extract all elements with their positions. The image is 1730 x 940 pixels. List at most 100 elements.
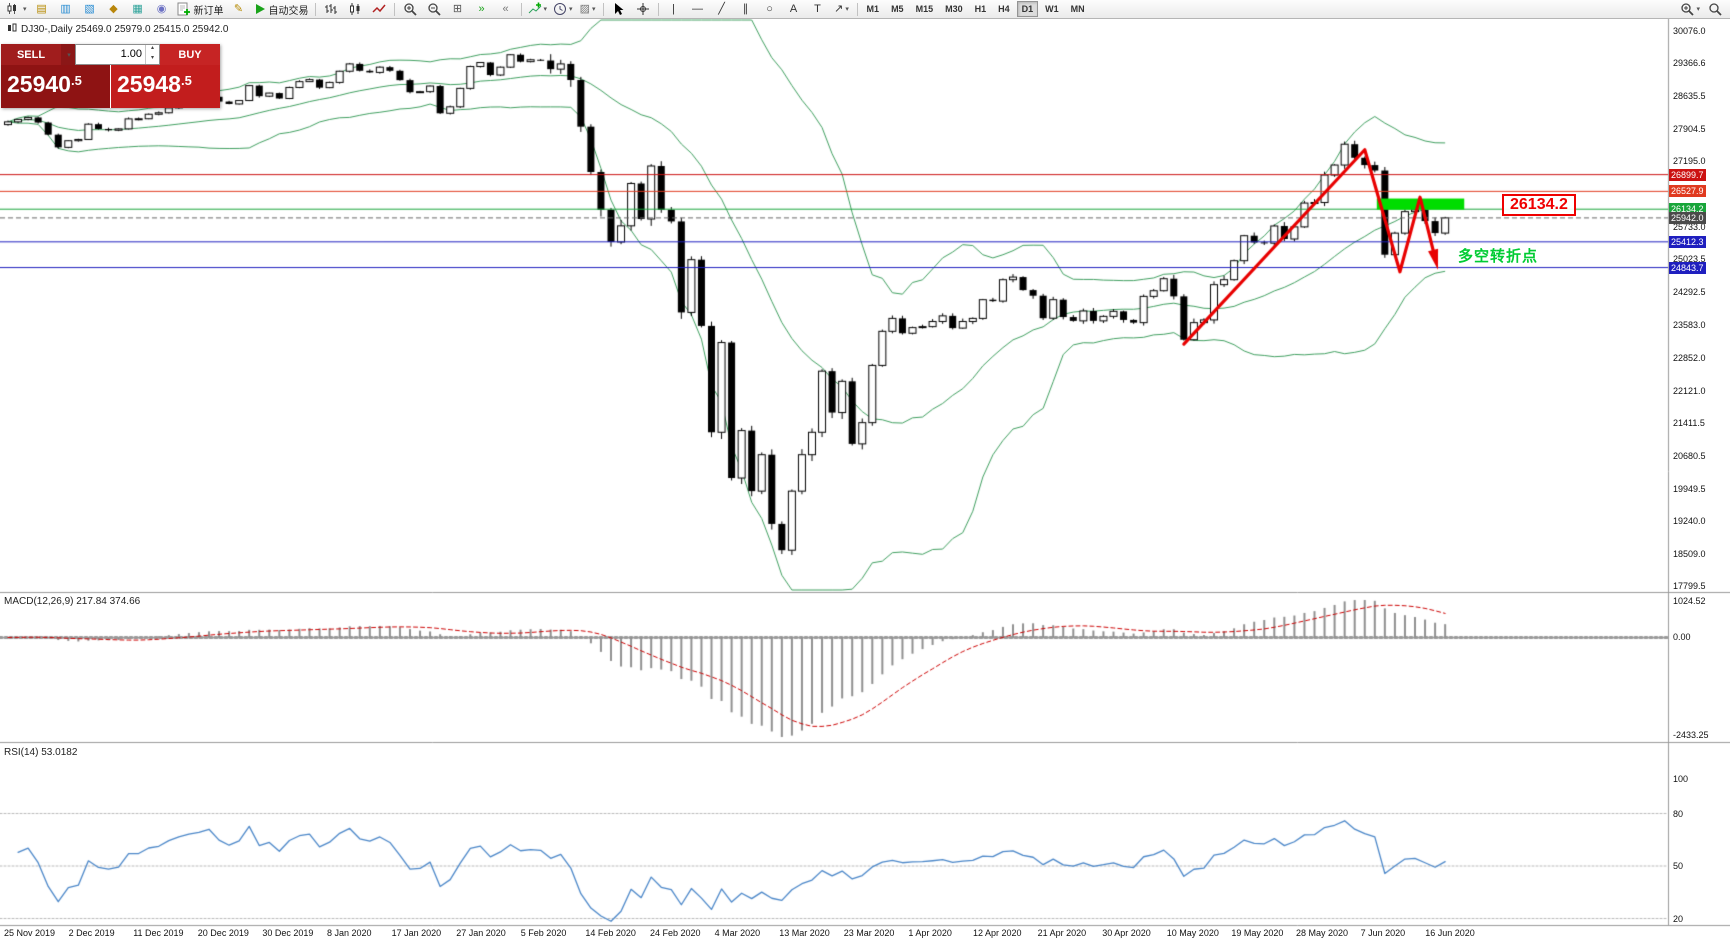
buy-button[interactable]: BUY bbox=[160, 44, 220, 65]
search-button[interactable] bbox=[1704, 1, 1726, 17]
timeframe-m1-button[interactable]: M1 bbox=[866, 4, 880, 14]
toolbar-main-group: ▾ ▤ ▥ ▧ ◆ ▦ ◉ 新订单 ✎ 自动交易 ⊞» «▾ ▾ ▨ ▾ | — ╱ ∥ ○ A T ↗ ▾ M1 M5 M15 M3… bbox=[3, 1, 1091, 17]
current-price-badge: 25942.0 bbox=[1669, 211, 1706, 224]
auto-scroll-button[interactable]: » bbox=[471, 1, 493, 17]
date-axis-label: 2 Dec 2019 bbox=[68, 928, 115, 938]
price-axis-tick: 18509.0 bbox=[1673, 548, 1706, 559]
profiles-button[interactable]: ▤ bbox=[31, 1, 53, 17]
date-axis-label: 23 Mar 2020 bbox=[843, 928, 895, 938]
timeframe-m15-button[interactable]: M15 bbox=[915, 4, 934, 14]
macd-axis-label: 1024.52 bbox=[1673, 596, 1706, 606]
crosshair-icon bbox=[636, 2, 650, 16]
periods-button[interactable]: ▾ bbox=[551, 1, 575, 17]
navigator-button[interactable]: ◆ bbox=[103, 1, 125, 17]
new-chart-button[interactable]: ▾ bbox=[4, 1, 29, 17]
templates-icon: ▨ bbox=[579, 2, 590, 15]
timeframe-mn-button[interactable]: MN bbox=[1070, 4, 1085, 14]
date-axis-label: 1 Apr 2020 bbox=[908, 928, 952, 938]
sell-price-frac: .5 bbox=[70, 73, 82, 88]
timeframe-m30-button[interactable]: M30 bbox=[945, 4, 963, 14]
chart-icon bbox=[7, 23, 17, 36]
tile-windows-button[interactable]: ⊞ bbox=[447, 1, 469, 17]
indicators-button[interactable]: ▾ bbox=[526, 1, 550, 17]
timeframe-h1-button[interactable]: H1 bbox=[974, 4, 987, 14]
metaeditor-button[interactable]: ✎ bbox=[228, 1, 250, 17]
channel-button[interactable]: ∥ bbox=[735, 1, 757, 17]
zoom-out-button[interactable] bbox=[423, 1, 445, 17]
spinner-up-icon[interactable]: ▴ bbox=[150, 45, 154, 51]
zoom-dropdown-button[interactable]: ▾ bbox=[1678, 1, 1702, 17]
buy-price-display[interactable]: 25948 .5 bbox=[111, 65, 220, 108]
order-options-button[interactable]: ▾ bbox=[61, 44, 75, 65]
toolbar-separator bbox=[657, 2, 659, 16]
horizontal-line-button[interactable]: — bbox=[687, 1, 709, 17]
chart-ohlc-info: DJ30-,Daily 25469.0 25979.0 25415.0 2594… bbox=[7, 23, 228, 36]
metaeditor-icon: ✎ bbox=[233, 2, 244, 15]
data-window-button[interactable]: ▧ bbox=[79, 1, 101, 17]
autotrading-icon bbox=[254, 3, 266, 15]
toolbar: ▾ ▤ ▥ ▧ ◆ ▦ ◉ 新订单 ✎ 自动交易 ⊞» «▾ ▾ ▨ ▾ | — ╱ ∥ ○ A T ↗ ▾ M1 M5 M15 M3… bbox=[0, 0, 1730, 19]
chart-shift-button[interactable]: « bbox=[495, 1, 517, 17]
cursor-button[interactable] bbox=[608, 1, 630, 17]
vertical-line-button[interactable]: | bbox=[663, 1, 685, 17]
bar-chart-icon bbox=[324, 2, 338, 16]
price-badge: 25412.3 bbox=[1669, 235, 1706, 248]
text-label-icon: T bbox=[814, 2, 821, 15]
price-axis-tick: 23583.0 bbox=[1673, 319, 1706, 330]
sell-price-display[interactable]: 25940 .5 bbox=[1, 65, 110, 108]
chart-ohlc-text: DJ30-,Daily 25469.0 25979.0 25415.0 2594… bbox=[21, 24, 229, 35]
templates-button[interactable]: ▨ ▾ bbox=[577, 1, 599, 17]
zoom-in-button[interactable] bbox=[399, 1, 421, 17]
profiles-icon: ▤ bbox=[36, 2, 47, 15]
lot-spinner[interactable]: ▴ ▾ bbox=[145, 45, 159, 64]
timeframe-d1-button[interactable]: D1 bbox=[1016, 1, 1039, 17]
shapes-button[interactable]: ○ bbox=[759, 1, 781, 17]
spinner-down-icon[interactable]: ▾ bbox=[150, 54, 154, 61]
autotrading-button[interactable]: 自动交易 bbox=[252, 1, 311, 17]
date-axis-label: 14 Feb 2020 bbox=[585, 928, 636, 938]
strategy-tester-button[interactable]: ◉ bbox=[151, 1, 173, 17]
candlestick-chart-button[interactable] bbox=[344, 1, 366, 17]
turning-point-label: 多空转折点 bbox=[1458, 248, 1539, 265]
date-axis-label: 19 May 2020 bbox=[1231, 928, 1284, 938]
date-axis-label: 28 May 2020 bbox=[1296, 928, 1349, 938]
text-icon: A bbox=[789, 2, 798, 15]
text-label-button[interactable]: T bbox=[807, 1, 829, 17]
date-axis-label: 30 Dec 2019 bbox=[262, 928, 314, 938]
arrows-button[interactable]: ↗ ▾ bbox=[831, 1, 853, 17]
price-axis-tick: 29366.6 bbox=[1673, 58, 1706, 69]
lot-size-value[interactable]: 1.00 bbox=[120, 48, 142, 60]
lot-size-field[interactable]: 1.00 ▴ ▾ bbox=[75, 44, 160, 65]
line-chart-button[interactable] bbox=[368, 1, 390, 17]
timeframe-h4-button[interactable]: H4 bbox=[998, 4, 1010, 14]
toolbar-separator bbox=[856, 2, 858, 16]
crosshair-button[interactable] bbox=[632, 1, 654, 17]
text-button[interactable]: A bbox=[783, 1, 805, 17]
caret-down-icon: ▾ bbox=[569, 6, 573, 13]
toolbar-right-group: ▾ bbox=[1677, 1, 1727, 17]
zoom-out-icon bbox=[427, 2, 441, 16]
bar-chart-button[interactable] bbox=[320, 1, 342, 17]
date-axis-label: 8 Jan 2020 bbox=[327, 928, 372, 938]
timeframe-w1-button[interactable]: W1 bbox=[1045, 4, 1059, 14]
caret-down-icon: ▾ bbox=[67, 51, 71, 59]
caret-down-icon: ▾ bbox=[845, 6, 849, 13]
date-axis-label: 13 Mar 2020 bbox=[779, 928, 830, 938]
toolbar-separator bbox=[520, 2, 522, 16]
sell-button[interactable]: SELL bbox=[1, 44, 61, 65]
terminal-button[interactable]: ▦ bbox=[127, 1, 149, 17]
trendline-button[interactable]: ╱ bbox=[711, 1, 733, 17]
navigator-icon: ◆ bbox=[109, 2, 118, 15]
new-order-label: 新订单 bbox=[193, 5, 224, 17]
new-order-button[interactable]: 新订单 bbox=[175, 1, 226, 17]
arrows-icon: ↗ bbox=[834, 2, 844, 15]
timeframe-m5-button[interactable]: M5 bbox=[891, 4, 904, 14]
date-axis-label: 10 May 2020 bbox=[1166, 928, 1219, 938]
chart-shift-icon: « bbox=[502, 2, 509, 15]
caret-down-icon: ▾ bbox=[543, 6, 548, 13]
market-watch-button[interactable]: ▥ bbox=[55, 1, 77, 17]
data-window-icon: ▧ bbox=[84, 2, 95, 15]
toolbar-separator bbox=[393, 2, 395, 16]
